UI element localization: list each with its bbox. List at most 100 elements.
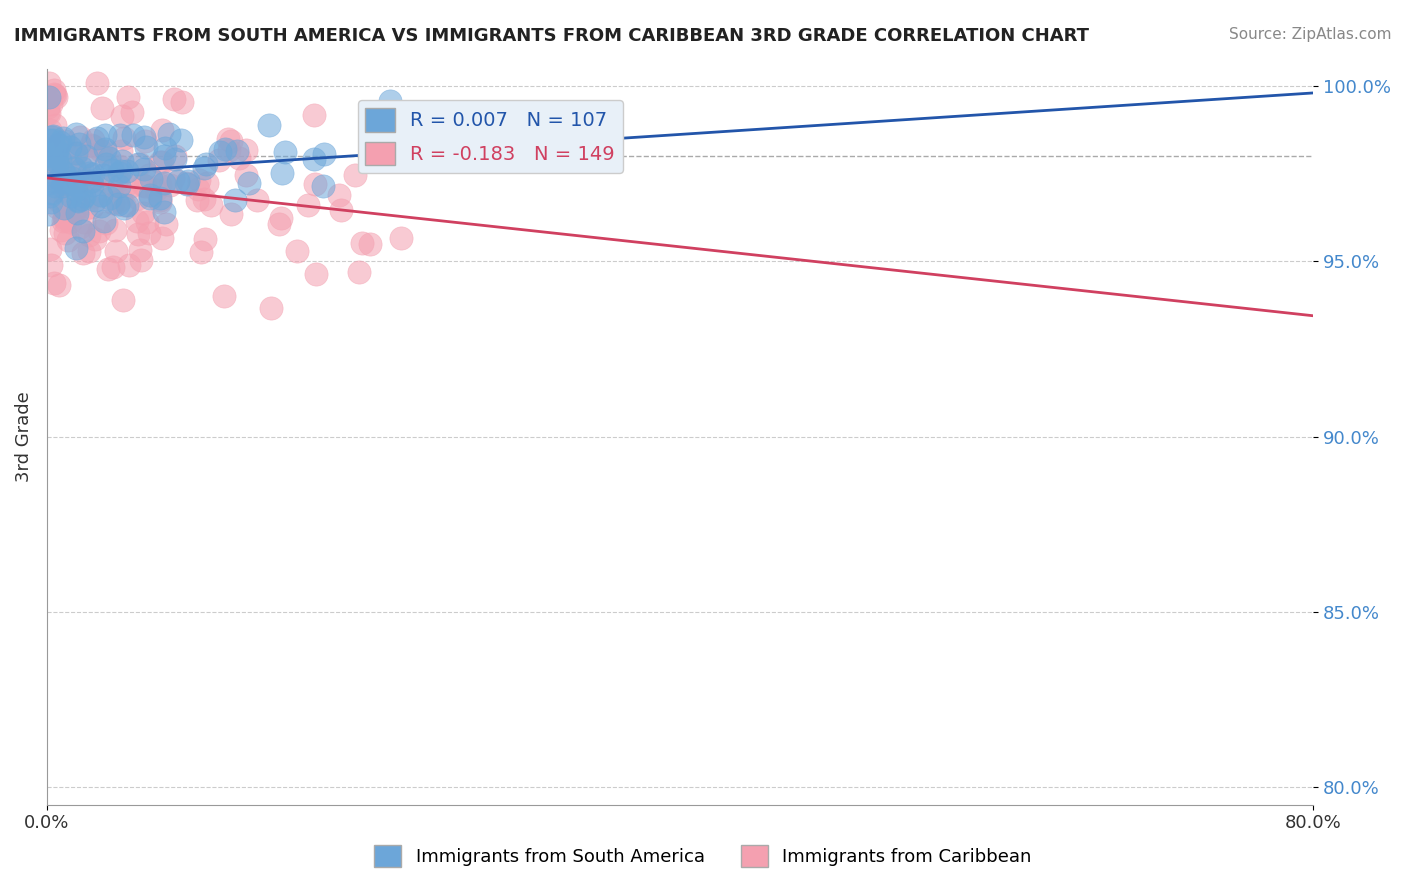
Point xyxy=(66,194,89,208)
Point xyxy=(53,168,76,182)
Point xyxy=(53,135,76,149)
Point xyxy=(52,175,75,189)
Point xyxy=(235,169,257,183)
Point xyxy=(94,128,117,142)
Point xyxy=(378,94,401,108)
Point xyxy=(69,220,91,235)
Point xyxy=(38,133,60,147)
Point xyxy=(79,227,101,242)
Point xyxy=(330,202,353,217)
Point xyxy=(87,224,110,238)
Point xyxy=(83,188,105,202)
Point xyxy=(238,176,260,190)
Point xyxy=(63,203,86,218)
Point xyxy=(105,195,128,210)
Point xyxy=(90,199,112,213)
Point xyxy=(39,242,62,256)
Point xyxy=(63,175,86,189)
Point xyxy=(84,193,107,207)
Point xyxy=(176,178,198,192)
Point xyxy=(190,244,212,259)
Point xyxy=(38,170,60,185)
Point xyxy=(134,134,156,148)
Point xyxy=(38,76,60,90)
Point xyxy=(127,157,149,171)
Point xyxy=(90,188,112,202)
Point xyxy=(104,175,127,189)
Point xyxy=(73,189,96,203)
Point xyxy=(46,155,69,169)
Point xyxy=(134,178,156,193)
Point xyxy=(39,96,62,111)
Point xyxy=(55,178,77,192)
Point xyxy=(39,141,62,155)
Point xyxy=(474,137,496,152)
Point xyxy=(305,267,328,281)
Text: Source: ZipAtlas.com: Source: ZipAtlas.com xyxy=(1229,27,1392,42)
Point xyxy=(45,156,67,170)
Point xyxy=(193,192,215,206)
Point xyxy=(90,145,112,159)
Point xyxy=(131,178,153,193)
Point xyxy=(97,262,120,277)
Point xyxy=(67,137,90,152)
Point xyxy=(45,137,67,152)
Point xyxy=(53,201,76,215)
Text: IMMIGRANTS FROM SOUTH AMERICA VS IMMIGRANTS FROM CARIBBEAN 3RD GRADE CORRELATION: IMMIGRANTS FROM SOUTH AMERICA VS IMMIGRA… xyxy=(14,27,1090,45)
Point xyxy=(153,140,176,154)
Point xyxy=(187,182,209,196)
Point xyxy=(44,178,66,193)
Point xyxy=(129,252,152,267)
Point xyxy=(48,194,70,208)
Point xyxy=(42,83,65,97)
Point xyxy=(145,183,167,197)
Point xyxy=(195,157,218,171)
Point xyxy=(98,191,121,205)
Point xyxy=(75,149,97,163)
Point xyxy=(176,176,198,190)
Point xyxy=(105,244,128,258)
Point xyxy=(72,223,94,237)
Point xyxy=(153,176,176,190)
Point xyxy=(125,214,148,228)
Point xyxy=(48,277,70,292)
Point xyxy=(149,155,172,169)
Point xyxy=(58,139,80,153)
Point xyxy=(80,200,103,214)
Point xyxy=(110,192,132,206)
Point xyxy=(38,176,60,190)
Point xyxy=(49,135,72,149)
Point xyxy=(37,105,59,120)
Point xyxy=(93,213,115,227)
Legend: Immigrants from South America, Immigrants from Caribbean: Immigrants from South America, Immigrant… xyxy=(367,838,1039,874)
Point xyxy=(100,178,122,193)
Point xyxy=(44,88,66,103)
Point xyxy=(111,293,134,307)
Point xyxy=(139,172,162,186)
Point xyxy=(42,87,65,101)
Point xyxy=(77,166,100,180)
Point xyxy=(218,143,240,157)
Point xyxy=(84,232,107,246)
Point xyxy=(138,226,160,240)
Point xyxy=(208,145,231,159)
Point xyxy=(271,166,294,180)
Point xyxy=(187,173,209,187)
Point xyxy=(111,153,134,168)
Point xyxy=(157,127,180,141)
Y-axis label: 3rd Grade: 3rd Grade xyxy=(15,392,32,482)
Point xyxy=(51,179,73,194)
Point xyxy=(69,129,91,144)
Point xyxy=(108,128,131,143)
Point xyxy=(207,153,229,167)
Point xyxy=(193,161,215,176)
Point xyxy=(195,176,218,190)
Point xyxy=(72,172,94,186)
Point xyxy=(194,231,217,245)
Point xyxy=(45,152,67,166)
Point xyxy=(97,151,120,165)
Point xyxy=(65,241,87,255)
Point xyxy=(169,133,191,147)
Point xyxy=(159,178,181,192)
Point xyxy=(302,153,325,167)
